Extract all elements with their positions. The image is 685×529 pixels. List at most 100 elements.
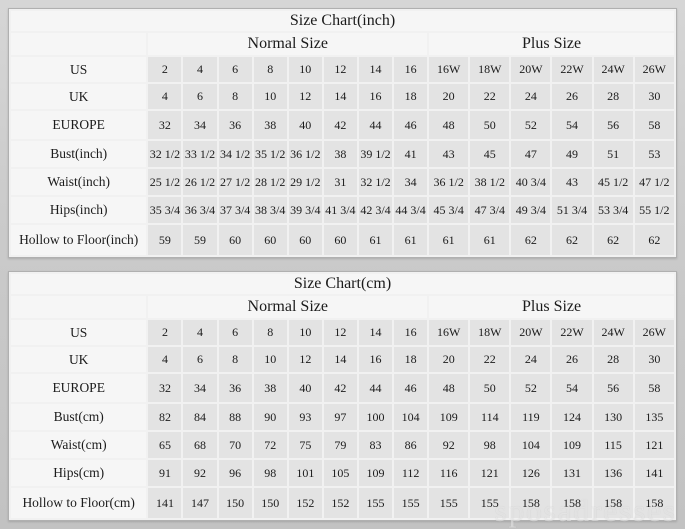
size-cell: 92 (183, 460, 217, 486)
size-cell: 131 (552, 460, 592, 486)
size-cell: 155 (429, 488, 469, 518)
size-cell: 45 (470, 141, 510, 167)
size-cell: 32 (148, 111, 182, 139)
size-cell: 109 (358, 460, 393, 486)
size-cell: 20W (511, 320, 551, 345)
size-cell: 48 (429, 111, 469, 139)
size-cell: 53 (634, 141, 674, 167)
size-cell: 16 (358, 347, 393, 372)
size-cell: 20W (511, 57, 551, 82)
size-cell: 6 (218, 320, 252, 345)
row-label: Hollow to Floor(inch) (11, 225, 147, 255)
size-cell: 44 (358, 111, 393, 139)
size-cell: 150 (218, 488, 252, 518)
size-cell: 38 (323, 141, 357, 167)
size-cell: 49 (552, 141, 592, 167)
size-cell: 47 1/2 (634, 169, 674, 195)
size-cell: 98 (253, 460, 287, 486)
size-cell: 26W (634, 57, 674, 82)
size-cell: 39 1/2 (358, 141, 393, 167)
size-cell: 2 (148, 57, 182, 82)
size-cell: 8 (218, 84, 252, 109)
size-cell: 45 3/4 (429, 197, 469, 223)
row-label: US (11, 320, 147, 345)
row-label: UK (11, 84, 147, 109)
size-cell: 51 (593, 141, 633, 167)
size-cell: 42 (323, 111, 357, 139)
size-cell: 26 1/2 (183, 169, 217, 195)
size-cell: 141 (634, 460, 674, 486)
size-cell: 62 (593, 225, 633, 255)
size-cell: 20 (429, 347, 469, 372)
size-cell: 158 (593, 488, 633, 518)
size-cell: 12 (323, 57, 357, 82)
size-cell: 8 (218, 347, 252, 372)
size-cell: 14 (323, 347, 357, 372)
size-cell: 14 (323, 84, 357, 109)
size-cell: 155 (394, 488, 428, 518)
size-cell: 29 1/2 (288, 169, 322, 195)
row-label: Waist(inch) (11, 169, 147, 195)
corner-cell (11, 33, 147, 55)
size-cell: 90 (253, 404, 287, 430)
row-label: Waist(cm) (11, 432, 147, 458)
size-cell: 22W (552, 57, 592, 82)
size-cell: 24W (593, 320, 633, 345)
size-cell: 39 3/4 (288, 197, 322, 223)
size-cell: 14 (358, 320, 393, 345)
size-cell: 36 1/2 (288, 141, 322, 167)
size-cell: 18W (470, 320, 510, 345)
size-cell: 34 (394, 169, 428, 195)
size-cell: 10 (288, 320, 322, 345)
size-cell: 152 (323, 488, 357, 518)
row-label: Bust(cm) (11, 404, 147, 430)
size-cell: 98 (470, 432, 510, 458)
chart-title: Size Chart(cm) (11, 274, 674, 294)
size-cell: 97 (323, 404, 357, 430)
size-chart-table: Size Chart(cm) Normal Size Plus Size US 2 4 6 8… (8, 271, 677, 521)
size-cell: 158 (634, 488, 674, 518)
size-cell: 93 (288, 404, 322, 430)
size-cell: 18 (394, 347, 428, 372)
size-cell: 8 (253, 320, 287, 345)
size-cell: 18 (394, 84, 428, 109)
size-cell: 43 (429, 141, 469, 167)
row-label: EUROPE (11, 111, 147, 139)
size-cell: 34 (183, 374, 217, 402)
size-cell: 22 (470, 84, 510, 109)
size-cell: 16 (358, 84, 393, 109)
size-cell: 60 (288, 225, 322, 255)
size-cell: 36 3/4 (183, 197, 217, 223)
size-cell: 92 (429, 432, 469, 458)
table-row: Bust(cm) 82 84 88 90 93 97 100 104 109 114 119 124 13… (11, 404, 674, 430)
size-cell: 43 (552, 169, 592, 195)
size-cell: 65 (148, 432, 182, 458)
size-cell: 136 (593, 460, 633, 486)
size-cell: 44 (358, 374, 393, 402)
group-header-normal: Normal Size (148, 296, 428, 318)
size-cell: 86 (394, 432, 428, 458)
size-cell: 26W (634, 320, 674, 345)
table-row: Hips(cm) 91 92 96 98 101 105 109 112 116 121 126 131… (11, 460, 674, 486)
size-cell: 112 (394, 460, 428, 486)
size-cell: 18W (470, 57, 510, 82)
row-label: Hips(cm) (11, 460, 147, 486)
size-cell: 24W (593, 57, 633, 82)
size-cell: 10 (288, 57, 322, 82)
size-cell: 30 (634, 347, 674, 372)
size-cell: 60 (253, 225, 287, 255)
size-cell: 48 (429, 374, 469, 402)
table-row: UK 4 6 8 10 12 14 16 18 20 22 24 26 28 30 (11, 347, 674, 372)
table-row: Bust(inch) 32 1/2 33 1/2 34 1/2 35 1/2 36 1/2… (11, 141, 674, 167)
size-cell: 26 (552, 84, 592, 109)
row-label: UK (11, 347, 147, 372)
size-cell: 109 (429, 404, 469, 430)
size-cell: 56 (593, 111, 633, 139)
size-cell: 42 3/4 (358, 197, 393, 223)
size-cell: 47 3/4 (470, 197, 510, 223)
size-cell: 4 (183, 57, 217, 82)
size-cell: 62 (552, 225, 592, 255)
size-cell: 33 1/2 (183, 141, 217, 167)
size-cell: 152 (288, 488, 322, 518)
size-cell: 28 (593, 347, 633, 372)
